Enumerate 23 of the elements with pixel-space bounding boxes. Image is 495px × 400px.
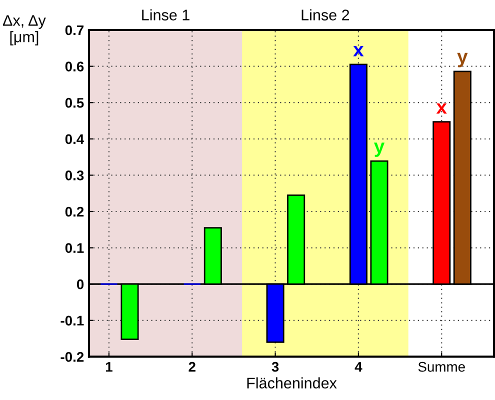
y-tick-label: -0.2 [60,352,84,362]
annotation: y [457,52,468,68]
y-tick-label: 0.5 [65,98,84,108]
band-label: Linse 2 [302,9,350,20]
x-tick-label: 2 [188,362,196,372]
y-tick-label: 0 [76,279,84,290]
y-tick-label: 0.7 [65,25,84,36]
y-tick-label: 0.6 [65,62,84,72]
band-label: Linse 1 [142,9,190,20]
y-axis-title: Δx, Δy [μm] [2,15,46,46]
annotation: x [436,103,447,114]
y-tick-label: 0.1 [65,243,84,253]
y-tick-label: -0.1 [60,316,84,326]
annotation: x [353,46,364,56]
y-tick-label: 0.3 [65,170,84,180]
x-tick-label: 4 [354,362,362,372]
annotation: y [374,142,385,157]
y-tick-label: 0.2 [65,206,84,217]
x-tick-label: Summe [418,362,465,372]
y-tick-label: 0.4 [65,134,84,144]
x-tick-label: 1 [106,362,112,372]
x-axis-title: Flächenindex [247,377,337,389]
x-tick-label: 3 [272,362,279,372]
